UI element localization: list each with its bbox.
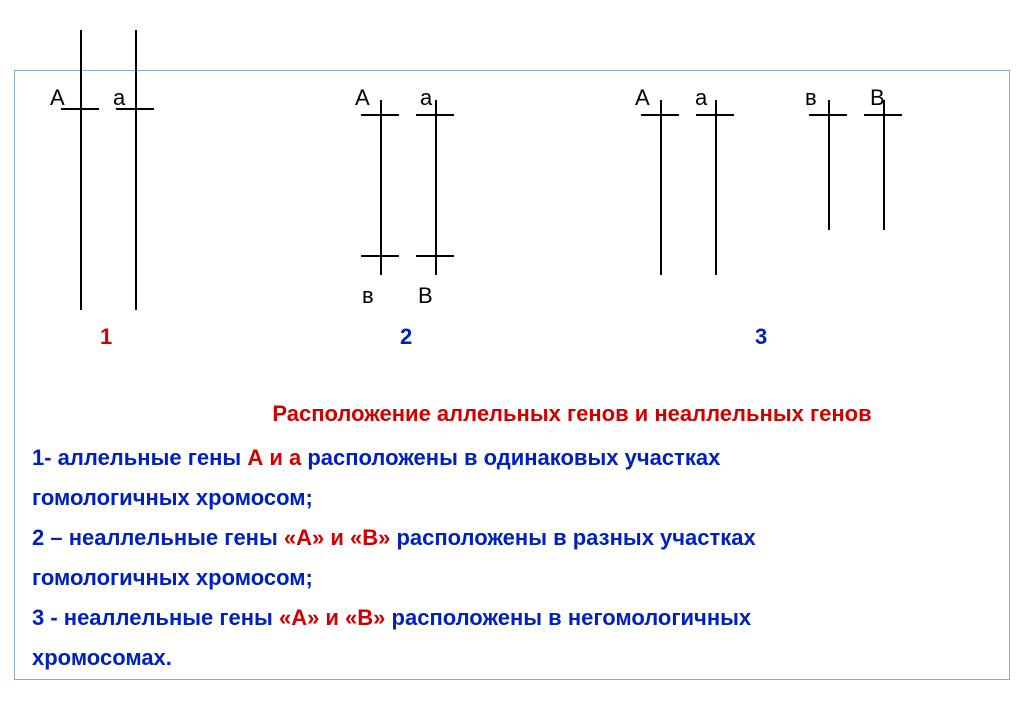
panel-number-1: 1: [100, 324, 112, 350]
p3-pair2-right: [883, 100, 885, 230]
caption-line-3a: 3 - неаллельные гены «А» и «В» расположе…: [32, 598, 992, 638]
t-l1a: 1- аллельные гены: [32, 445, 247, 470]
p1-label-A: А: [50, 85, 65, 111]
p1-chrom-A: [80, 30, 82, 310]
caption-line-2a: 2 – неаллельные гены «А» и «В» расположе…: [32, 518, 992, 558]
p2-label-A: А: [355, 85, 370, 111]
t-l3a: 3 - неаллельные гены: [32, 605, 279, 630]
caption-line-1b: гомологичных хромосом;: [32, 478, 992, 518]
p2-chrom-left-tick-top: [361, 114, 399, 116]
p2-chrom-left-tick-bot: [361, 255, 399, 257]
p3-label-A: А: [635, 85, 650, 111]
caption-line-1a: 1- аллельные гены А и а расположены в од…: [32, 438, 992, 478]
p3-pair1-left-tick: [641, 114, 679, 116]
t-l3c: расположены в негомологичных: [392, 605, 752, 630]
p2-chrom-left: [380, 100, 382, 275]
p2-chrom-right: [435, 100, 437, 275]
t-l2c: расположены в разных участках: [396, 525, 755, 550]
p1-label-a: а: [113, 85, 125, 111]
p3-pair2-right-tick: [864, 114, 902, 116]
panel-number-2: 2: [400, 324, 412, 350]
p2-label-a: а: [420, 85, 432, 111]
caption-line-2b: гомологичных хромосом;: [32, 558, 992, 598]
t-l2b: «А» и «В»: [284, 525, 397, 550]
caption-block: Расположение аллельных генов и неаллельн…: [32, 394, 992, 678]
p3-pair1-right-tick: [696, 114, 734, 116]
caption-line-3b: хромосомах.: [32, 638, 992, 678]
t-l3b: «А» и «В»: [279, 605, 392, 630]
p1-chrom-a: [135, 30, 137, 310]
p1-chrom-A-tick: [61, 108, 99, 110]
t-l2a: 2 – неаллельные гены: [32, 525, 284, 550]
p3-pair1-left: [660, 100, 662, 275]
p3-pair2-left: [828, 100, 830, 230]
p3-label-a: а: [695, 85, 707, 111]
p3-label-B: В: [870, 85, 885, 111]
p3-pair2-left-tick: [809, 114, 847, 116]
panel-number-3: 3: [755, 324, 767, 350]
p2-label-B: В: [418, 283, 433, 309]
caption-title: Расположение аллельных генов и неаллельн…: [152, 394, 992, 434]
p2-label-v: в: [362, 283, 374, 309]
p2-chrom-right-tick-bot: [416, 255, 454, 257]
t-l1c: расположены в одинаковых участках: [307, 445, 720, 470]
p3-pair1-right: [715, 100, 717, 275]
p3-label-v: в: [805, 85, 817, 111]
p2-chrom-right-tick-top: [416, 114, 454, 116]
t-l1b: А и а: [247, 445, 307, 470]
